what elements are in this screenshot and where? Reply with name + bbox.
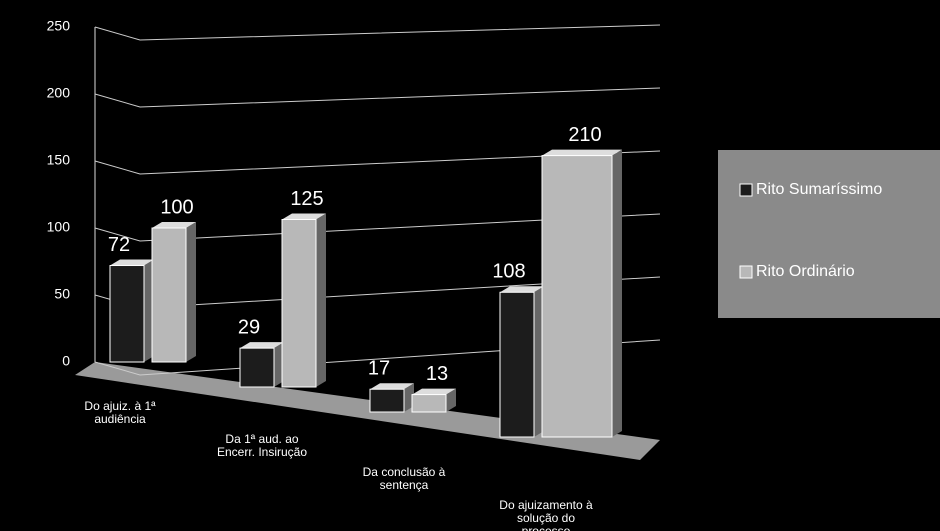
bar (239, 347, 275, 388)
bar-top (500, 286, 544, 293)
bar-side (446, 388, 456, 412)
bar (499, 291, 535, 438)
data-label: 29 (238, 316, 260, 338)
bar-side (316, 213, 326, 387)
bar-top (152, 222, 196, 228)
bar (541, 155, 613, 438)
data-label: 13 (426, 363, 448, 385)
bar-top (412, 388, 456, 395)
y-tick-label: 0 (62, 353, 70, 369)
legend-swatch (739, 265, 753, 279)
data-label: 17 (368, 358, 390, 380)
data-label: 210 (568, 124, 601, 146)
data-label: 125 (290, 188, 323, 210)
bar-side (612, 149, 622, 437)
bar-top (370, 383, 414, 390)
data-label: 108 (492, 261, 525, 283)
legend-box (718, 150, 940, 318)
bar-top (282, 213, 326, 220)
bar-top (240, 342, 284, 349)
grid-line (94, 87, 661, 108)
y-tick-label: 150 (47, 152, 71, 168)
data-label: 72 (108, 234, 130, 256)
x-tick-label: Da conclusão à sentença (362, 465, 446, 492)
bar (411, 394, 447, 413)
grid-line (94, 339, 661, 376)
bar-side (186, 222, 196, 362)
bar (281, 219, 317, 388)
y-tick-label: 250 (47, 18, 71, 34)
grid-line (94, 150, 661, 175)
legend-swatch (739, 183, 753, 197)
y-tick-label: 200 (47, 85, 71, 101)
data-label: 100 (160, 196, 193, 218)
x-tick-label: Do ajuiz. à 1ª audiência (84, 399, 156, 426)
grid-line (94, 24, 661, 41)
legend-label: Rito Ordinário (756, 263, 855, 280)
y-tick-label: 100 (47, 219, 71, 235)
bar-top (542, 149, 622, 156)
y-tick-label: 50 (54, 286, 70, 302)
bar (369, 388, 405, 413)
x-tick-label: Do ajuizamento à solução do processo (499, 498, 593, 531)
bar (151, 227, 187, 363)
grid-line (94, 213, 661, 242)
bar-top (110, 259, 154, 266)
legend-label: Rito Sumaríssimo (756, 181, 882, 198)
bar (109, 265, 145, 363)
x-tick-label: Da 1ª aud. ao Encerr. Insirução (216, 432, 308, 459)
